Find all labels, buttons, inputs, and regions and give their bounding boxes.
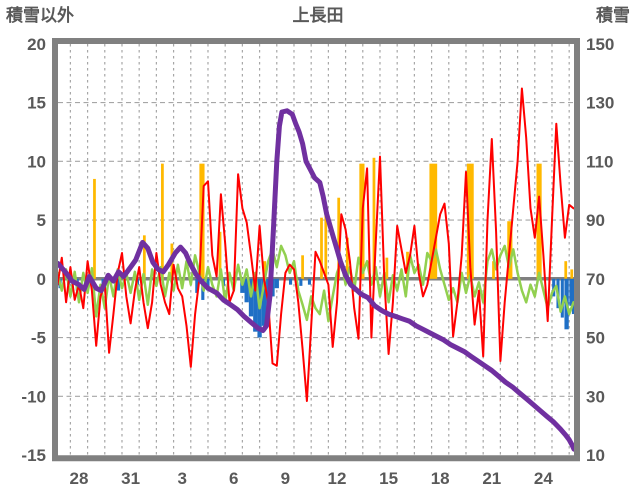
red-line-series xyxy=(58,87,574,402)
right-axis-tick-label: 70 xyxy=(586,270,605,289)
right-axis-title: 積雪 xyxy=(596,6,630,25)
x-axis-tick-label: 31 xyxy=(121,469,140,488)
blue-bars-bar xyxy=(552,278,556,297)
blue-bars-bar xyxy=(116,278,121,291)
left-axis-title: 積雪以外 xyxy=(6,6,74,25)
x-axis-tick-label: 6 xyxy=(229,469,238,488)
purple-line-series xyxy=(58,108,574,452)
red-line xyxy=(58,87,574,402)
gold-bars-bar xyxy=(536,163,542,279)
gold-bars-bar xyxy=(429,163,438,279)
gold-bars-bar xyxy=(466,163,474,279)
left-axis-tick-label: 0 xyxy=(37,270,46,289)
blue-bars-bar xyxy=(244,278,249,303)
left-axis-tick-label: 5 xyxy=(37,211,46,230)
gold-bars-bar xyxy=(324,210,328,279)
blue-bars-bar xyxy=(261,278,267,326)
right-axis-tick-label: 30 xyxy=(586,387,605,406)
plot-frame xyxy=(52,38,580,462)
blue-bars-bar xyxy=(195,278,199,293)
left-axis-tick-label: -10 xyxy=(21,387,46,406)
right-axis-tick-label: 130 xyxy=(586,94,614,113)
x-axis-tick-label: 12 xyxy=(328,469,347,488)
blue-bars-bar xyxy=(253,278,258,332)
gold-bars-bar xyxy=(218,231,222,279)
gold-bars-bar xyxy=(93,178,96,279)
gold-bars-bar xyxy=(345,237,349,279)
left-axis-tick-label: -15 xyxy=(21,446,46,465)
right-axis-tick-label: 10 xyxy=(586,446,605,465)
green-line xyxy=(58,244,574,323)
x-axis-tick-label: 28 xyxy=(70,469,89,488)
blue-bars-bar xyxy=(560,278,564,318)
gold-bars-bar xyxy=(301,255,304,279)
chart-title: 上長田 xyxy=(292,6,344,25)
x-axis-tick-label: 24 xyxy=(534,469,553,488)
left-axis-tick-label: 20 xyxy=(27,35,46,54)
x-axis-tick-label: 18 xyxy=(431,469,450,488)
gold-bars-bar xyxy=(161,163,164,279)
gold-bars-bar xyxy=(492,261,495,279)
left-axis-tick-label: 10 xyxy=(27,152,46,171)
plot-area xyxy=(58,44,574,456)
gold-bars-bar xyxy=(372,157,376,279)
green-line-series xyxy=(58,244,574,323)
gold-bars-bar xyxy=(570,269,574,279)
x-axis-tick-label: 21 xyxy=(482,469,501,488)
gold-bars-bar xyxy=(385,257,389,279)
blue-bars-bar xyxy=(307,278,312,285)
gold-bars-bar xyxy=(337,197,341,279)
gold-bars-bar xyxy=(320,217,323,279)
x-axis-tick-label: 15 xyxy=(379,469,398,488)
right-axis-tick-label: 90 xyxy=(586,211,605,230)
gold-bars-series xyxy=(93,157,574,279)
left-axis-tick-label: 15 xyxy=(27,94,46,113)
blue-bars-bar xyxy=(288,278,293,285)
right-axis-tick-label: 50 xyxy=(586,329,605,348)
left-axis-tick-label: -5 xyxy=(31,329,46,348)
x-axis-tick-label: 3 xyxy=(177,469,186,488)
blue-bars-bar xyxy=(299,278,303,286)
gold-bars-bar xyxy=(142,235,146,279)
right-axis-tick-label: 150 xyxy=(586,35,614,54)
x-axis-tick-label: 9 xyxy=(281,469,290,488)
gold-bars-bar xyxy=(263,261,267,279)
blue-bars-bar xyxy=(569,278,573,306)
gold-bars-bar xyxy=(564,261,568,279)
purple-line xyxy=(58,108,574,452)
blue-bars-bar xyxy=(571,278,574,315)
blue-bars-bar xyxy=(274,278,279,289)
right-axis-tick-label: 110 xyxy=(586,152,613,171)
